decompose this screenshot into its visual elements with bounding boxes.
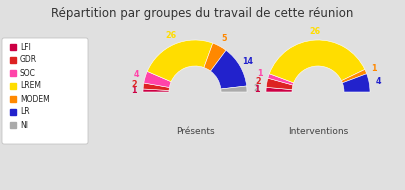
- Text: 26: 26: [310, 27, 321, 36]
- Text: 2: 2: [132, 80, 137, 89]
- Wedge shape: [211, 50, 247, 89]
- Wedge shape: [221, 86, 247, 92]
- Bar: [10, 122, 16, 128]
- Wedge shape: [341, 69, 367, 83]
- Bar: [10, 83, 16, 89]
- Bar: [10, 96, 16, 102]
- Text: Répartition par groupes du travail de cette réunion: Répartition par groupes du travail de ce…: [51, 7, 353, 20]
- Wedge shape: [144, 71, 171, 87]
- Text: Présents: Présents: [176, 127, 214, 136]
- Wedge shape: [342, 74, 370, 92]
- Bar: [10, 57, 16, 63]
- Bar: [10, 44, 16, 50]
- Wedge shape: [268, 74, 294, 85]
- Text: 4: 4: [375, 77, 381, 86]
- Text: 2: 2: [255, 77, 261, 86]
- Wedge shape: [266, 78, 293, 90]
- Text: SOC: SOC: [20, 69, 36, 78]
- Text: 26: 26: [165, 32, 177, 40]
- Text: LREM: LREM: [20, 82, 41, 90]
- Wedge shape: [143, 83, 169, 90]
- Text: 4: 4: [134, 70, 139, 79]
- Text: 1: 1: [257, 69, 263, 78]
- Wedge shape: [266, 87, 292, 92]
- Bar: [10, 109, 16, 115]
- Text: 14: 14: [242, 57, 254, 66]
- Wedge shape: [143, 89, 169, 92]
- Text: 1: 1: [371, 63, 377, 73]
- Wedge shape: [204, 43, 226, 71]
- Text: NI: NI: [20, 120, 28, 130]
- Text: 2: 2: [253, 84, 259, 93]
- Text: 1: 1: [131, 86, 137, 95]
- Text: MODEM: MODEM: [20, 94, 50, 104]
- Text: LR: LR: [20, 108, 30, 116]
- Text: GDR: GDR: [20, 55, 37, 64]
- Bar: [10, 70, 16, 76]
- Text: 5: 5: [221, 34, 227, 43]
- Text: LFI: LFI: [20, 43, 31, 51]
- Wedge shape: [269, 40, 365, 83]
- Text: 1: 1: [254, 85, 260, 94]
- FancyBboxPatch shape: [2, 38, 88, 144]
- Text: Interventions: Interventions: [288, 127, 348, 136]
- Wedge shape: [147, 40, 213, 82]
